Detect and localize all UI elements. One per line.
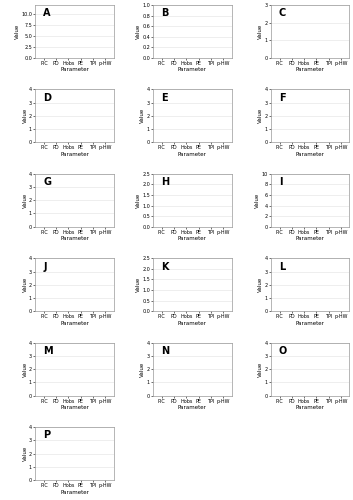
Y-axis label: Value: Value	[258, 362, 263, 377]
Y-axis label: Value: Value	[136, 24, 141, 39]
X-axis label: Parameter: Parameter	[296, 68, 325, 72]
Text: I: I	[279, 177, 282, 187]
Y-axis label: Value: Value	[136, 192, 141, 208]
X-axis label: Parameter: Parameter	[178, 68, 207, 72]
Y-axis label: Value: Value	[23, 277, 28, 292]
X-axis label: Parameter: Parameter	[178, 236, 207, 242]
Text: O: O	[279, 346, 287, 356]
Y-axis label: Value: Value	[258, 108, 263, 124]
Y-axis label: Value: Value	[140, 362, 145, 377]
X-axis label: Parameter: Parameter	[178, 152, 207, 157]
Y-axis label: Value: Value	[136, 277, 141, 292]
X-axis label: Parameter: Parameter	[60, 490, 89, 494]
Text: B: B	[161, 8, 168, 18]
X-axis label: Parameter: Parameter	[296, 236, 325, 242]
Y-axis label: Value: Value	[258, 277, 263, 292]
X-axis label: Parameter: Parameter	[296, 152, 325, 157]
Text: C: C	[279, 8, 286, 18]
Text: P: P	[43, 430, 50, 440]
X-axis label: Parameter: Parameter	[296, 405, 325, 410]
X-axis label: Parameter: Parameter	[296, 320, 325, 326]
Y-axis label: Value: Value	[258, 24, 263, 39]
Y-axis label: Value: Value	[23, 362, 28, 377]
Text: K: K	[161, 262, 168, 272]
Text: J: J	[43, 262, 47, 272]
Text: A: A	[43, 8, 50, 18]
X-axis label: Parameter: Parameter	[60, 236, 89, 242]
X-axis label: Parameter: Parameter	[178, 320, 207, 326]
Y-axis label: Value: Value	[23, 192, 28, 208]
Text: F: F	[279, 92, 286, 102]
Y-axis label: Value: Value	[255, 192, 260, 208]
X-axis label: Parameter: Parameter	[60, 320, 89, 326]
X-axis label: Parameter: Parameter	[60, 405, 89, 410]
Y-axis label: Value: Value	[140, 108, 145, 124]
Y-axis label: Value: Value	[23, 108, 28, 124]
Text: N: N	[161, 346, 169, 356]
Text: L: L	[279, 262, 285, 272]
X-axis label: Parameter: Parameter	[178, 405, 207, 410]
Text: E: E	[161, 92, 168, 102]
Text: G: G	[43, 177, 51, 187]
X-axis label: Parameter: Parameter	[60, 68, 89, 72]
X-axis label: Parameter: Parameter	[60, 152, 89, 157]
Text: D: D	[43, 92, 51, 102]
Y-axis label: Value: Value	[23, 446, 28, 461]
Y-axis label: Value: Value	[15, 24, 20, 39]
Text: M: M	[43, 346, 53, 356]
Text: H: H	[161, 177, 169, 187]
